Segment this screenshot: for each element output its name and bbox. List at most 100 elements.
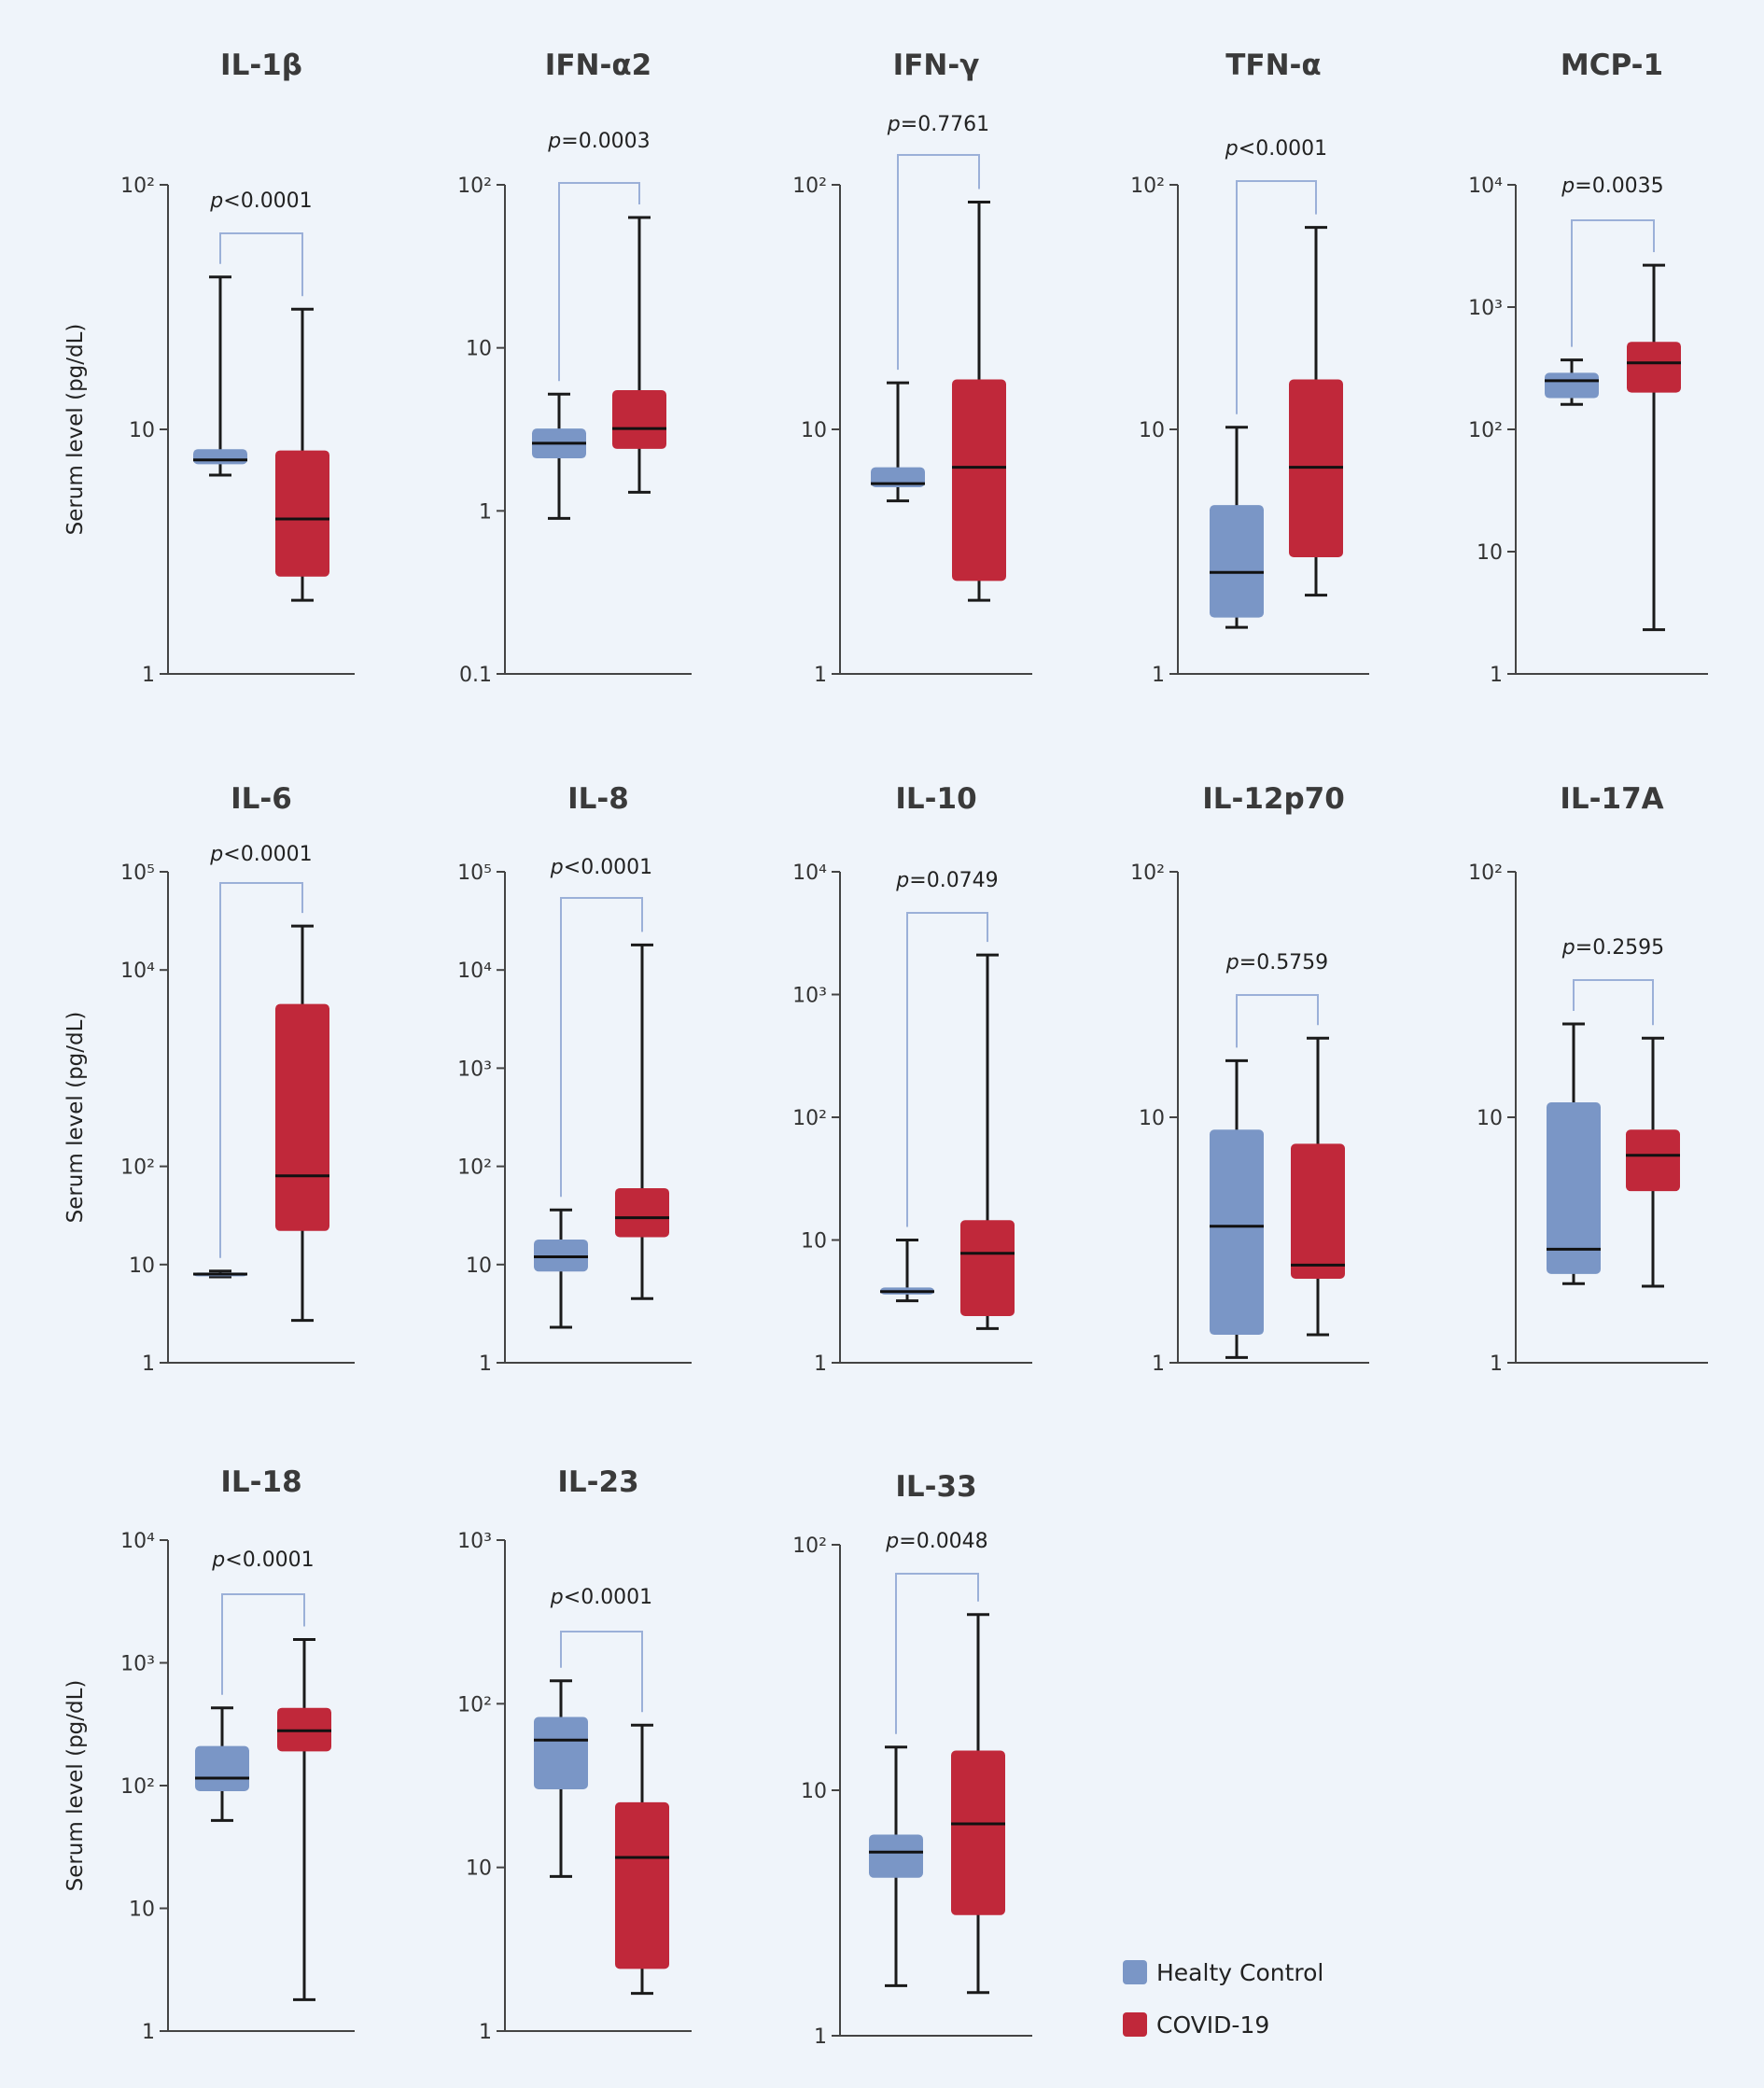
y-tick-label: 1: [814, 1352, 827, 1376]
box: [195, 1745, 249, 1792]
y-tick-label: 10³: [792, 985, 827, 1008]
panel-il-10: IL-10 1 10 10² 10³ 10⁴ p=0.0749: [792, 782, 1032, 1376]
panel-title: TFN-α: [1225, 49, 1321, 82]
y-tick-label: 10⁵: [120, 862, 155, 885]
significance-bracket: [895, 1573, 979, 1734]
axes: [1515, 185, 1708, 675]
y-tick-label: 10³: [457, 1530, 492, 1553]
y-tick-label: 1: [1152, 1352, 1165, 1376]
significance-bracket: [219, 882, 303, 1258]
y-tick-label: 10²: [120, 175, 155, 198]
box: [1547, 1102, 1601, 1274]
y-tick-label: 10⁴: [457, 960, 492, 983]
box-covid-19: [275, 924, 329, 1323]
box: [960, 1220, 1015, 1317]
box-healty-control: [880, 1239, 934, 1303]
y-tick-label: 10²: [457, 175, 492, 198]
y-tick-label: 1: [479, 1352, 492, 1376]
y-tick-label: 10³: [1468, 297, 1503, 320]
p-value: p=0.0048: [885, 1530, 987, 1553]
panel-title: IL-8: [567, 782, 629, 816]
y-tick-label: 10: [1139, 1107, 1165, 1130]
box-healty-control: [869, 1745, 923, 1987]
panel-title: IL-33: [895, 1470, 976, 1504]
legend-label: COVID-19: [1156, 2011, 1269, 2039]
y-tick-label: 10²: [1468, 419, 1503, 442]
significance-bracket: [1573, 979, 1654, 1026]
y-tick-label: 10: [129, 1899, 155, 1922]
box-healty-control: [871, 381, 925, 503]
significance-bracket: [1236, 180, 1317, 414]
box-healty-control: [534, 1679, 588, 1878]
p-value: p<0.0001: [209, 189, 312, 213]
axes: [167, 185, 355, 675]
p-value: p<0.0001: [550, 1586, 652, 1609]
significance-bracket: [1236, 994, 1319, 1048]
p-value: p=0.0003: [547, 130, 650, 153]
box: [193, 449, 247, 465]
p-value: p=0.2595: [1561, 936, 1664, 960]
p-value: p<0.0001: [550, 856, 652, 879]
y-tick-label: 10: [1477, 1107, 1503, 1130]
y-tick-label: 1: [1152, 664, 1165, 687]
box-healty-control: [193, 275, 247, 477]
y-tick-label: 10: [466, 1857, 492, 1881]
y-tick-label: 10²: [457, 1693, 492, 1717]
y-tick-label: 10²: [792, 1534, 827, 1558]
y-tick-label: 10²: [457, 1156, 492, 1180]
box-healty-control: [195, 1706, 249, 1822]
significance-bracket: [221, 1593, 305, 1695]
significance-bracket: [906, 912, 988, 1227]
box: [951, 1750, 1005, 1915]
y-tick-label: 10²: [1130, 175, 1165, 198]
y-tick-label: 1: [142, 1352, 155, 1376]
box: [1626, 1129, 1680, 1192]
box: [275, 450, 329, 577]
panel-il-12p70: IL-12p70 1 10 10² p=0.5759: [1130, 782, 1369, 1376]
box-covid-19: [1626, 1036, 1680, 1288]
panel-title: MCP-1: [1561, 49, 1663, 82]
box: [612, 390, 666, 449]
y-tick-label: 10²: [120, 1156, 155, 1180]
box: [1291, 1143, 1345, 1279]
box-covid-19: [612, 216, 666, 494]
legend-swatch: [1123, 2012, 1147, 2037]
p-value: p=0.7761: [887, 113, 989, 136]
y-tick-label: 10⁴: [120, 1530, 155, 1553]
legend-item-healty-control: Healty Control: [1123, 1959, 1323, 1986]
panel-il-18: IL-18 1 10 10² 10³ 10⁴ p<0.0001: [120, 1465, 355, 2044]
significance-bracket: [219, 232, 303, 297]
box-healty-control: [193, 1269, 247, 1279]
p-value: p<0.0001: [209, 843, 312, 866]
panel-il-33: IL-33 1 10 10² p=0.0048: [792, 1470, 1032, 2049]
y-tick-label: 10⁴: [1468, 175, 1503, 198]
box: [534, 1717, 588, 1790]
panel-title: IFN-α2: [545, 49, 651, 82]
y-tick-label: 10³: [457, 1058, 492, 1081]
y-tick-label: 10²: [792, 1107, 827, 1130]
y-tick-label: 10⁵: [457, 862, 492, 885]
y-tick-label: 1: [142, 664, 155, 687]
box-covid-19: [277, 1637, 331, 2001]
y-axis-label: Serum level (pg/dL): [63, 1680, 88, 1892]
y-tick-label: 1: [479, 2021, 492, 2044]
box: [275, 1003, 329, 1231]
y-tick-label: 10²: [792, 175, 827, 198]
box-covid-19: [952, 200, 1006, 602]
significance-bracket: [1571, 219, 1655, 347]
box-covid-19: [951, 1613, 1005, 1995]
axes: [1177, 872, 1369, 1364]
y-tick-label: 10²: [1468, 862, 1503, 885]
box: [1627, 342, 1681, 393]
p-value: p=0.5759: [1225, 951, 1328, 974]
significance-bracket: [560, 1631, 643, 1713]
panel-title: IL-18: [220, 1465, 301, 1499]
y-axis-label: Serum level (pg/dL): [63, 324, 88, 536]
panel-title: IL-10: [895, 782, 976, 816]
panel-ifn: IFN-γ 1 10 10² p=0.7761: [792, 49, 1032, 687]
p-value: p=0.0035: [1561, 175, 1663, 198]
panel-title: IL-1β: [220, 49, 302, 82]
y-tick-label: 1: [814, 664, 827, 687]
y-tick-label: 1: [142, 2021, 155, 2044]
